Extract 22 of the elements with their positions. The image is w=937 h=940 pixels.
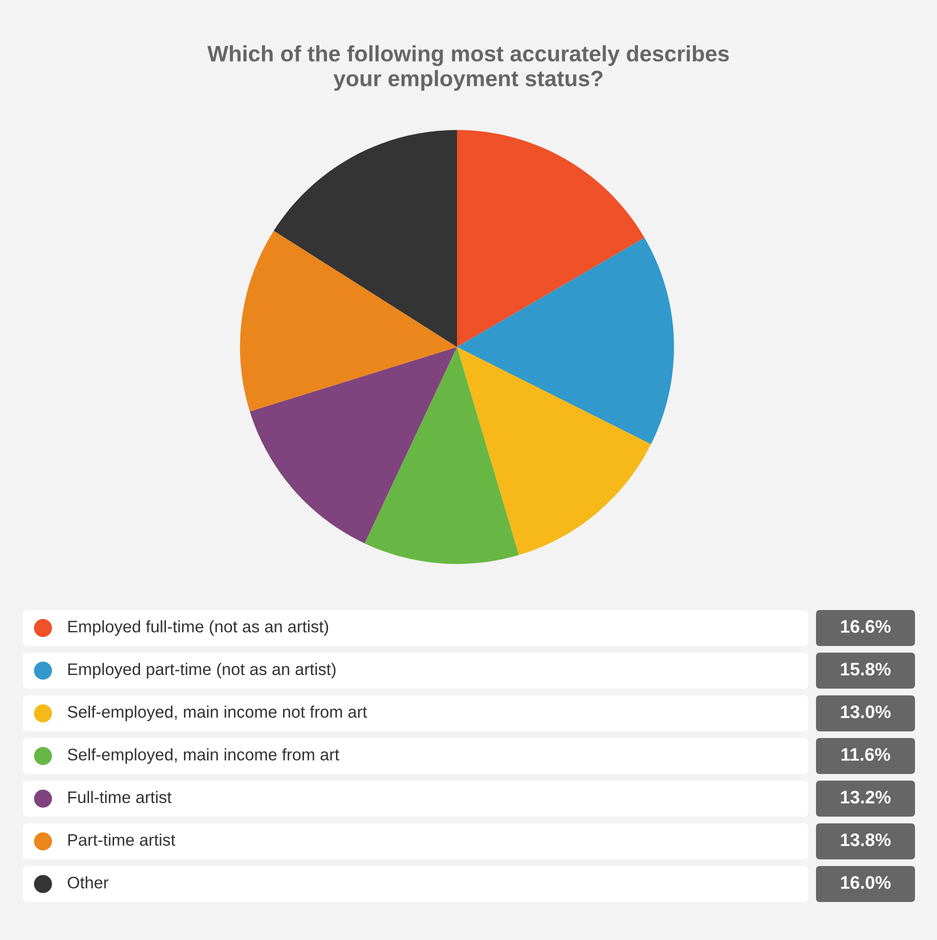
- data-label: 16.6%: [841, 620, 891, 633]
- pie-slice: [240, 230, 457, 412]
- legend-label: Other: [68, 876, 108, 888]
- data-label: 11.6%: [842, 748, 890, 761]
- pie-slice: [457, 347, 651, 555]
- data-label: 13.0%: [841, 705, 891, 718]
- data-label: 16.0%: [841, 876, 891, 889]
- pie-slice: [250, 347, 457, 544]
- legend-label: Self-employed, main income not from art: [68, 706, 367, 722]
- pie-slice: [457, 130, 644, 347]
- data-label: 15.8%: [841, 662, 891, 676]
- legend-label: Employed full-time (not as an artist): [68, 620, 328, 636]
- chart-title: Which of the following most accurately describes your employment status?: [207, 45, 729, 91]
- data-label: 13.2%: [841, 790, 891, 804]
- legend-label: Full-time artist: [68, 790, 172, 804]
- pie-slice: [457, 238, 674, 444]
- legend-label: Self-employed, main income from art: [68, 748, 340, 764]
- data-label: 13.8%: [841, 833, 891, 846]
- pie-slice: [364, 347, 519, 564]
- legend-label: Employed part-time (not as an artist): [68, 662, 336, 678]
- legend-label: Part-time artist: [68, 834, 176, 846]
- pie-slice: [274, 130, 457, 347]
